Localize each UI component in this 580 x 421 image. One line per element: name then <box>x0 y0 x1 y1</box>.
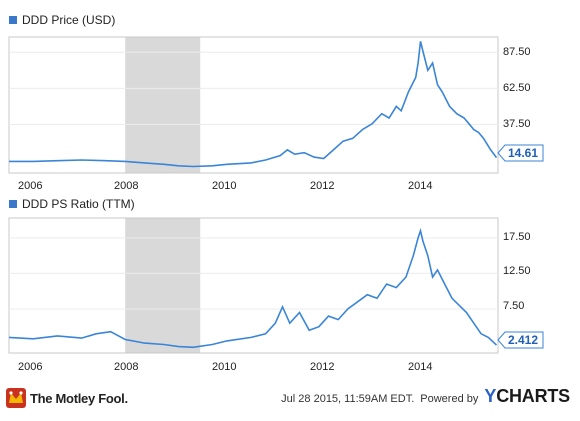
price-gridlines <box>9 51 498 126</box>
ps-y-tick-17-50: 17.50 <box>503 231 531 243</box>
motley-fool-name: The Motley Fool. <box>30 390 128 406</box>
price-y-tick-37-50: 37.50 <box>503 118 531 130</box>
ycharts-logo-text: CHARTS <box>496 386 570 406</box>
jester-hat-icon <box>6 388 26 408</box>
ps-legend-label: DDD PS Ratio (TTM) <box>22 197 135 211</box>
ps-y-tick-7-50: 7.50 <box>503 300 524 312</box>
chart-footer: Jul 28 2015, 11:59AM EDT. Powered by YCH… <box>281 386 570 407</box>
ps-x-tick-2008: 2008 <box>114 361 138 373</box>
price-x-tick-2012: 2012 <box>310 180 334 192</box>
price-y-tick-62-50: 62.50 <box>503 82 531 94</box>
price-plot-area <box>8 36 499 174</box>
ps-x-tick-2010: 2010 <box>212 361 236 373</box>
ps-last-value-badge: 2.412 <box>497 331 544 349</box>
price-x-tick-2008: 2008 <box>114 180 138 192</box>
price-y-tick-87-50: 87.50 <box>503 46 531 58</box>
price-legend-swatch <box>9 16 17 24</box>
stock-charts: DDD Price (USD) 87.50 62.50 37.50 14.61 … <box>8 13 544 373</box>
ps-x-tick-2012: 2012 <box>310 361 334 373</box>
price-recession-band <box>125 37 201 173</box>
price-legend-label: DDD Price (USD) <box>22 13 115 27</box>
price-last-value-badge: 14.61 <box>497 144 544 162</box>
ycharts-logo-y: Y <box>484 386 497 406</box>
ps-y-tick-12-50: 12.50 <box>503 265 531 277</box>
ps-plot-area <box>8 217 499 354</box>
price-line <box>9 41 498 168</box>
ycharts-logo[interactable]: YCHARTS <box>484 386 570 407</box>
ps-gridlines <box>9 237 498 310</box>
ps-ratio-line <box>9 227 498 349</box>
motley-fool-brand: The Motley Fool. <box>6 388 128 408</box>
ps-recession-band <box>125 218 201 353</box>
ps-last-value: 2.412 <box>508 333 538 347</box>
ps-x-tick-2006: 2006 <box>18 361 42 373</box>
ps-x-tick-2014: 2014 <box>408 361 432 373</box>
price-x-tick-2010: 2010 <box>212 180 236 192</box>
chart-timestamp: Jul 28 2015, 11:59AM EDT. <box>281 393 415 405</box>
price-last-value: 14.61 <box>508 146 538 160</box>
powered-by-label: Powered by <box>420 393 479 405</box>
price-x-tick-2014: 2014 <box>408 180 432 192</box>
ps-legend-swatch <box>9 200 17 208</box>
price-x-tick-2006: 2006 <box>18 180 42 192</box>
